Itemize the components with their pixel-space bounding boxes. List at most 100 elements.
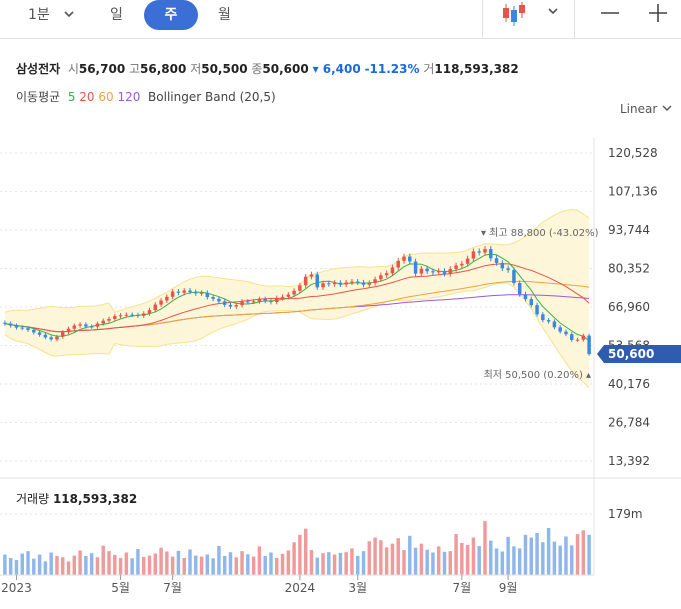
volume-bar	[344, 552, 348, 575]
x-tick-label: 7월	[453, 581, 472, 595]
candle-body	[130, 314, 134, 316]
moving-average-label: 이동평균	[16, 90, 61, 104]
volume-header-label: 거래량	[16, 492, 50, 506]
volume-bar	[153, 553, 158, 575]
candle-body	[535, 305, 539, 315]
volume-bar	[55, 555, 59, 575]
volume-bar	[454, 534, 458, 575]
candle-body	[356, 281, 360, 283]
candle-body	[32, 329, 36, 333]
candle-body	[431, 271, 435, 273]
y-tick-label: 40,176	[608, 377, 650, 391]
scale-select[interactable]: Linear	[620, 102, 673, 116]
volume-bar	[182, 557, 186, 575]
volume-bar	[321, 553, 325, 575]
candle-body	[321, 283, 325, 288]
volume-bar	[419, 543, 424, 575]
chart-type-chevron-down-icon[interactable]	[546, 0, 560, 30]
volume-tick-label: 179m	[608, 507, 643, 521]
volume-bar	[413, 547, 418, 575]
y-tick-label: 66,960	[608, 300, 650, 314]
volume-bar	[477, 546, 481, 575]
volume-bar	[581, 530, 586, 575]
interval-1min-select[interactable]: 1분	[28, 0, 50, 30]
candle-body	[373, 279, 377, 284]
zoom-in-icon[interactable]	[648, 0, 668, 30]
candle-body	[309, 274, 314, 277]
indicator-legend: 이동평균 5 20 60 120 Bollinger Band (20,5)	[16, 88, 276, 105]
volume-bar	[84, 555, 88, 575]
candle-body	[113, 316, 117, 319]
volume-bar	[251, 556, 256, 575]
candle-body	[494, 258, 499, 263]
x-tick-label: 3월	[348, 581, 367, 595]
ma-20: 20	[79, 90, 95, 104]
volume-bar	[564, 536, 568, 575]
volume-bar	[460, 542, 464, 575]
volume-bar	[384, 547, 389, 575]
candle-body	[211, 297, 215, 299]
candle-body	[222, 301, 227, 305]
volume-bar	[222, 555, 227, 575]
change-percent: -11.23%	[364, 62, 420, 76]
y-tick-label: 107,136	[608, 185, 658, 199]
tab-week[interactable]: 주	[144, 0, 198, 30]
candle-body	[292, 290, 296, 295]
volume-bar	[390, 543, 395, 575]
candle-body	[61, 332, 65, 337]
candle-body	[564, 331, 568, 335]
toolbar-divider-2	[574, 0, 575, 38]
y-tick-label: 13,392	[608, 454, 650, 468]
candle-body	[8, 323, 13, 326]
volume-bar	[280, 553, 285, 575]
volume-bar	[113, 554, 117, 575]
ma-120: 120	[117, 90, 141, 104]
change-value: ▾ 6,400	[312, 62, 361, 76]
volume-bar	[14, 560, 19, 575]
high-annotation: ▾ 최고 88,800 (-43.02%)	[481, 227, 599, 239]
volume-bar	[361, 551, 366, 575]
candle-body	[176, 291, 181, 293]
candle-body	[286, 294, 291, 297]
volume-bar	[286, 550, 291, 575]
volume-bar	[275, 557, 279, 575]
volume-value: 118,593,382	[434, 62, 519, 76]
volume-bar	[309, 550, 314, 575]
chevron-down-icon[interactable]	[62, 0, 76, 30]
tab-day[interactable]: 일	[110, 7, 123, 23]
volume-bar	[240, 551, 244, 575]
candle-body	[483, 249, 487, 253]
candle-body	[298, 285, 302, 291]
high-label: 고	[129, 62, 141, 76]
close-value: 50,600	[262, 62, 309, 76]
candle-body	[332, 282, 337, 285]
volume-bar	[228, 552, 233, 575]
candle-body	[379, 275, 383, 280]
volume-bar	[72, 555, 77, 575]
y-tick-label: 26,784	[608, 416, 650, 430]
candlestick-chart-type-icon[interactable]	[500, 0, 528, 30]
volume-bar	[402, 550, 406, 575]
volume-bar	[246, 554, 250, 575]
candle-body	[465, 258, 470, 264]
candle-body	[413, 261, 418, 274]
volume-bar	[101, 545, 105, 575]
volume-bar	[546, 527, 551, 575]
volume-bar	[327, 552, 331, 575]
x-tick-label: 5월	[111, 581, 130, 595]
volume-label: 거	[423, 62, 435, 76]
zoom-out-icon[interactable]	[600, 0, 620, 30]
candle-body	[188, 290, 192, 292]
volume-bar	[205, 554, 210, 575]
volume-bar	[95, 557, 100, 575]
candle-body	[477, 251, 481, 253]
volume-header-value: 118,593,382	[52, 492, 138, 506]
volume-bar	[529, 537, 533, 575]
volume-bar	[176, 550, 181, 575]
volume-bar	[471, 537, 476, 575]
volume-bar	[136, 549, 140, 575]
close-label: 종	[251, 62, 263, 76]
tab-month[interactable]: 월	[218, 7, 231, 23]
volume-bar	[575, 534, 580, 575]
